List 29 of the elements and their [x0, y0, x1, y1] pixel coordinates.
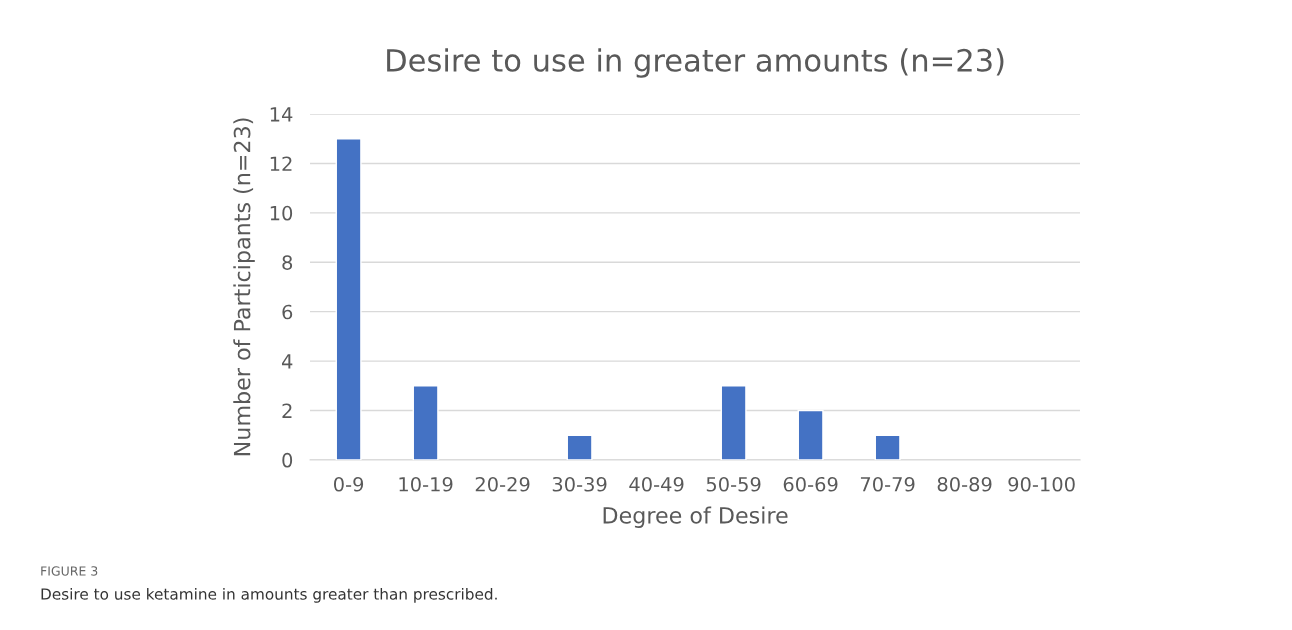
- x-tick-label: 30-39: [552, 476, 607, 492]
- x-tick-label: 70-79: [860, 476, 915, 492]
- x-tick-label: 10-19: [399, 476, 453, 492]
- y-tick-label: 2: [282, 403, 292, 418]
- bar: [412, 385, 439, 460]
- caption: FIGURE 3: [41, 566, 98, 576]
- x-tick-label: 80-89: [937, 476, 992, 492]
- chart-title: Desire to use in greater amounts (n=23): [387, 48, 1004, 78]
- text: Desire to use ketamine in amounts greater than prescribed.: [41, 587, 497, 603]
- x-tick-label: 90-100: [1008, 476, 1075, 492]
- x-axis-title: Degree of Desire: [603, 506, 788, 528]
- y-axis-title: Number of Participants (n=23): [233, 118, 255, 456]
- x-tick-label: 0-9: [333, 476, 364, 492]
- bar: [720, 385, 747, 460]
- bar: [797, 409, 824, 460]
- bar: [566, 434, 593, 460]
- x-tick-label: 20-29: [475, 476, 530, 492]
- x-tick-label: 60-69: [783, 476, 838, 492]
- y-tick-label: 4: [281, 354, 293, 369]
- bar: [874, 434, 901, 460]
- y-tick-label: 6: [282, 304, 293, 320]
- x-tick-label: 50-59: [706, 476, 761, 492]
- bar: [335, 138, 362, 460]
- y-tick-label: 8: [282, 255, 293, 270]
- y-tick-label: 14: [270, 107, 293, 122]
- y-tick-label: 12: [270, 156, 292, 171]
- x-tick-label: 40-49: [629, 476, 684, 492]
- y-tick-label: 0: [282, 452, 293, 468]
- y-tick-label: 10: [270, 205, 293, 221]
